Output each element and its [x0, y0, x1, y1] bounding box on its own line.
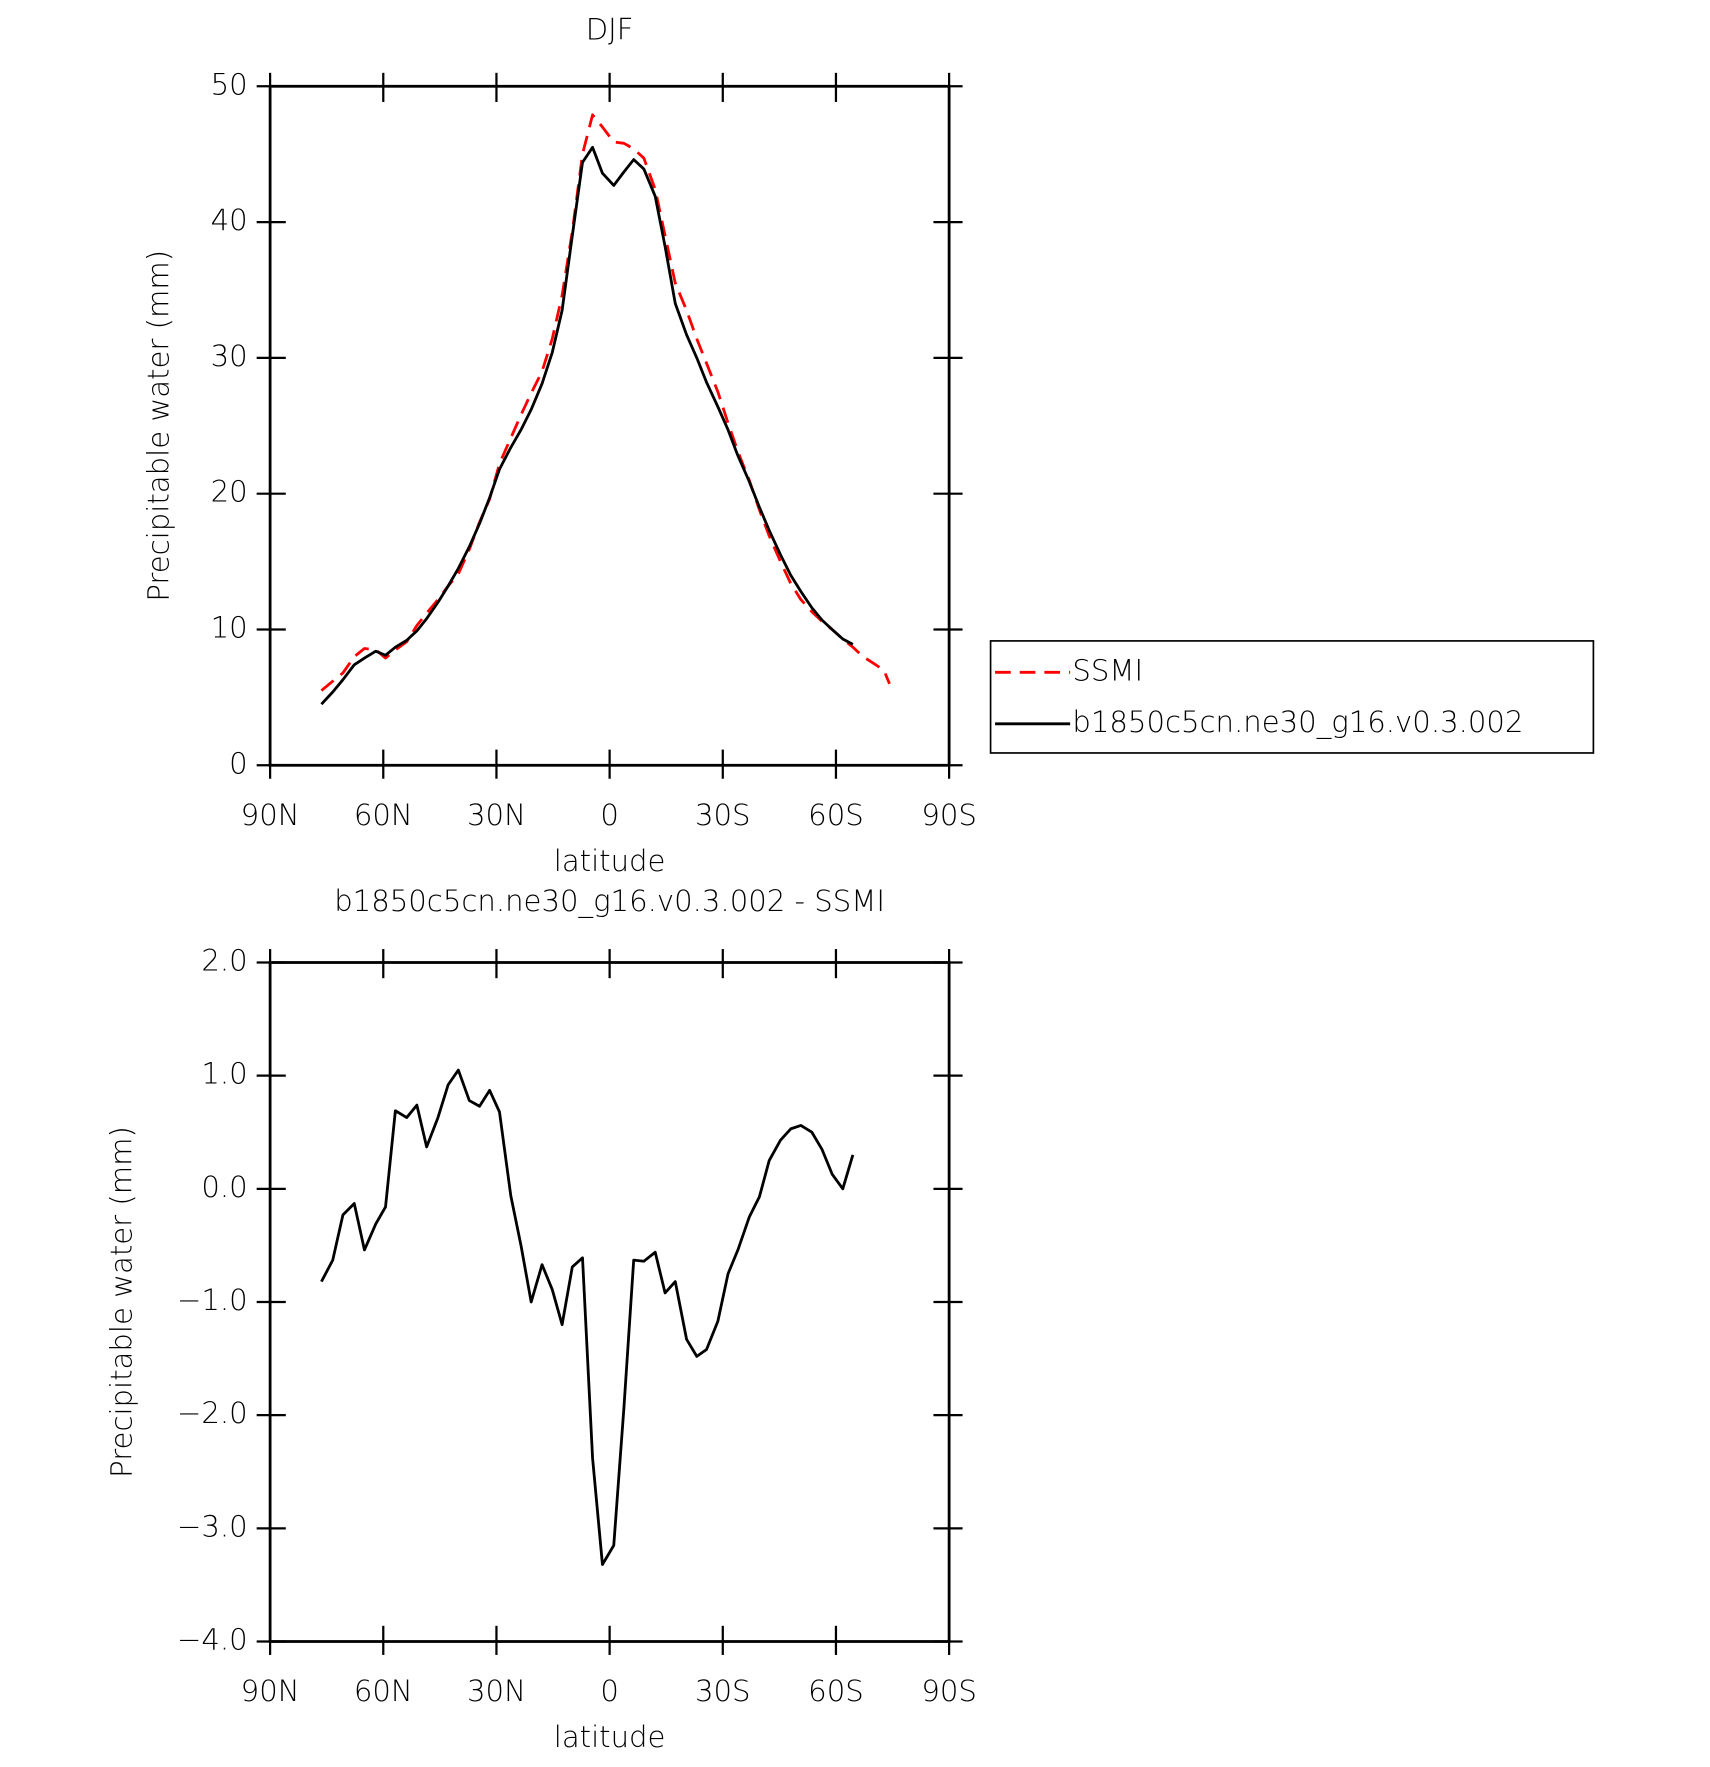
- y-tick-label: 10: [211, 610, 248, 644]
- y-tick-label: −4.0: [177, 1623, 248, 1657]
- x-tick-label: 30S: [695, 798, 751, 832]
- x-tick-label: 0: [600, 798, 619, 832]
- y-tick-label: 0: [229, 746, 248, 780]
- x-tick-label: 30N: [467, 798, 526, 832]
- x-tick-label: 90N: [241, 798, 300, 832]
- x-tick-label: 30N: [467, 1674, 526, 1708]
- y-tick-label: −2.0: [177, 1396, 248, 1430]
- x-tick-label: 0: [600, 1674, 619, 1708]
- plot-frame: [268, 961, 951, 1643]
- y-tick-label: 2.0: [201, 943, 247, 977]
- x-axis-label: latitude: [554, 844, 666, 878]
- x-axis-label: latitude: [554, 1720, 666, 1754]
- y-tick-label: 30: [211, 339, 248, 373]
- x-tick-label: 90S: [921, 1674, 977, 1708]
- data-line: [320, 1068, 855, 1566]
- x-tick-label: 60S: [808, 1674, 864, 1708]
- y-tick-label: 50: [211, 67, 248, 101]
- y-tick-label: 20: [211, 475, 248, 509]
- legend-label: SSMI: [1072, 653, 1143, 687]
- data-line: [320, 113, 891, 692]
- legend-box: [989, 640, 1595, 754]
- plot-frame: [268, 84, 951, 767]
- x-tick-label: 30S: [695, 1674, 751, 1708]
- y-axis-label: Precipitable water (mm): [141, 250, 175, 602]
- legend-label: b1850c5cn.ne30_g16.v0.3.002: [1072, 705, 1523, 740]
- x-tick-label: 60N: [354, 798, 413, 832]
- y-tick-label: 1.0: [201, 1057, 247, 1091]
- x-tick-label: 60S: [808, 798, 864, 832]
- y-tick-label: −1.0: [177, 1283, 248, 1317]
- y-axis-label: Precipitable water (mm): [104, 1126, 138, 1478]
- chart-title: DJF: [586, 12, 634, 46]
- y-tick-label: −3.0: [177, 1509, 248, 1543]
- y-tick-label: 0.0: [201, 1170, 247, 1204]
- x-tick-label: 60N: [354, 1674, 413, 1708]
- x-tick-label: 90N: [241, 1674, 300, 1708]
- y-tick-label: 40: [211, 203, 248, 237]
- chart-title: b1850c5cn.ne30_g16.v0.3.002 - SSMI: [334, 884, 885, 919]
- data-line: [320, 145, 854, 706]
- x-tick-label: 90S: [921, 798, 977, 832]
